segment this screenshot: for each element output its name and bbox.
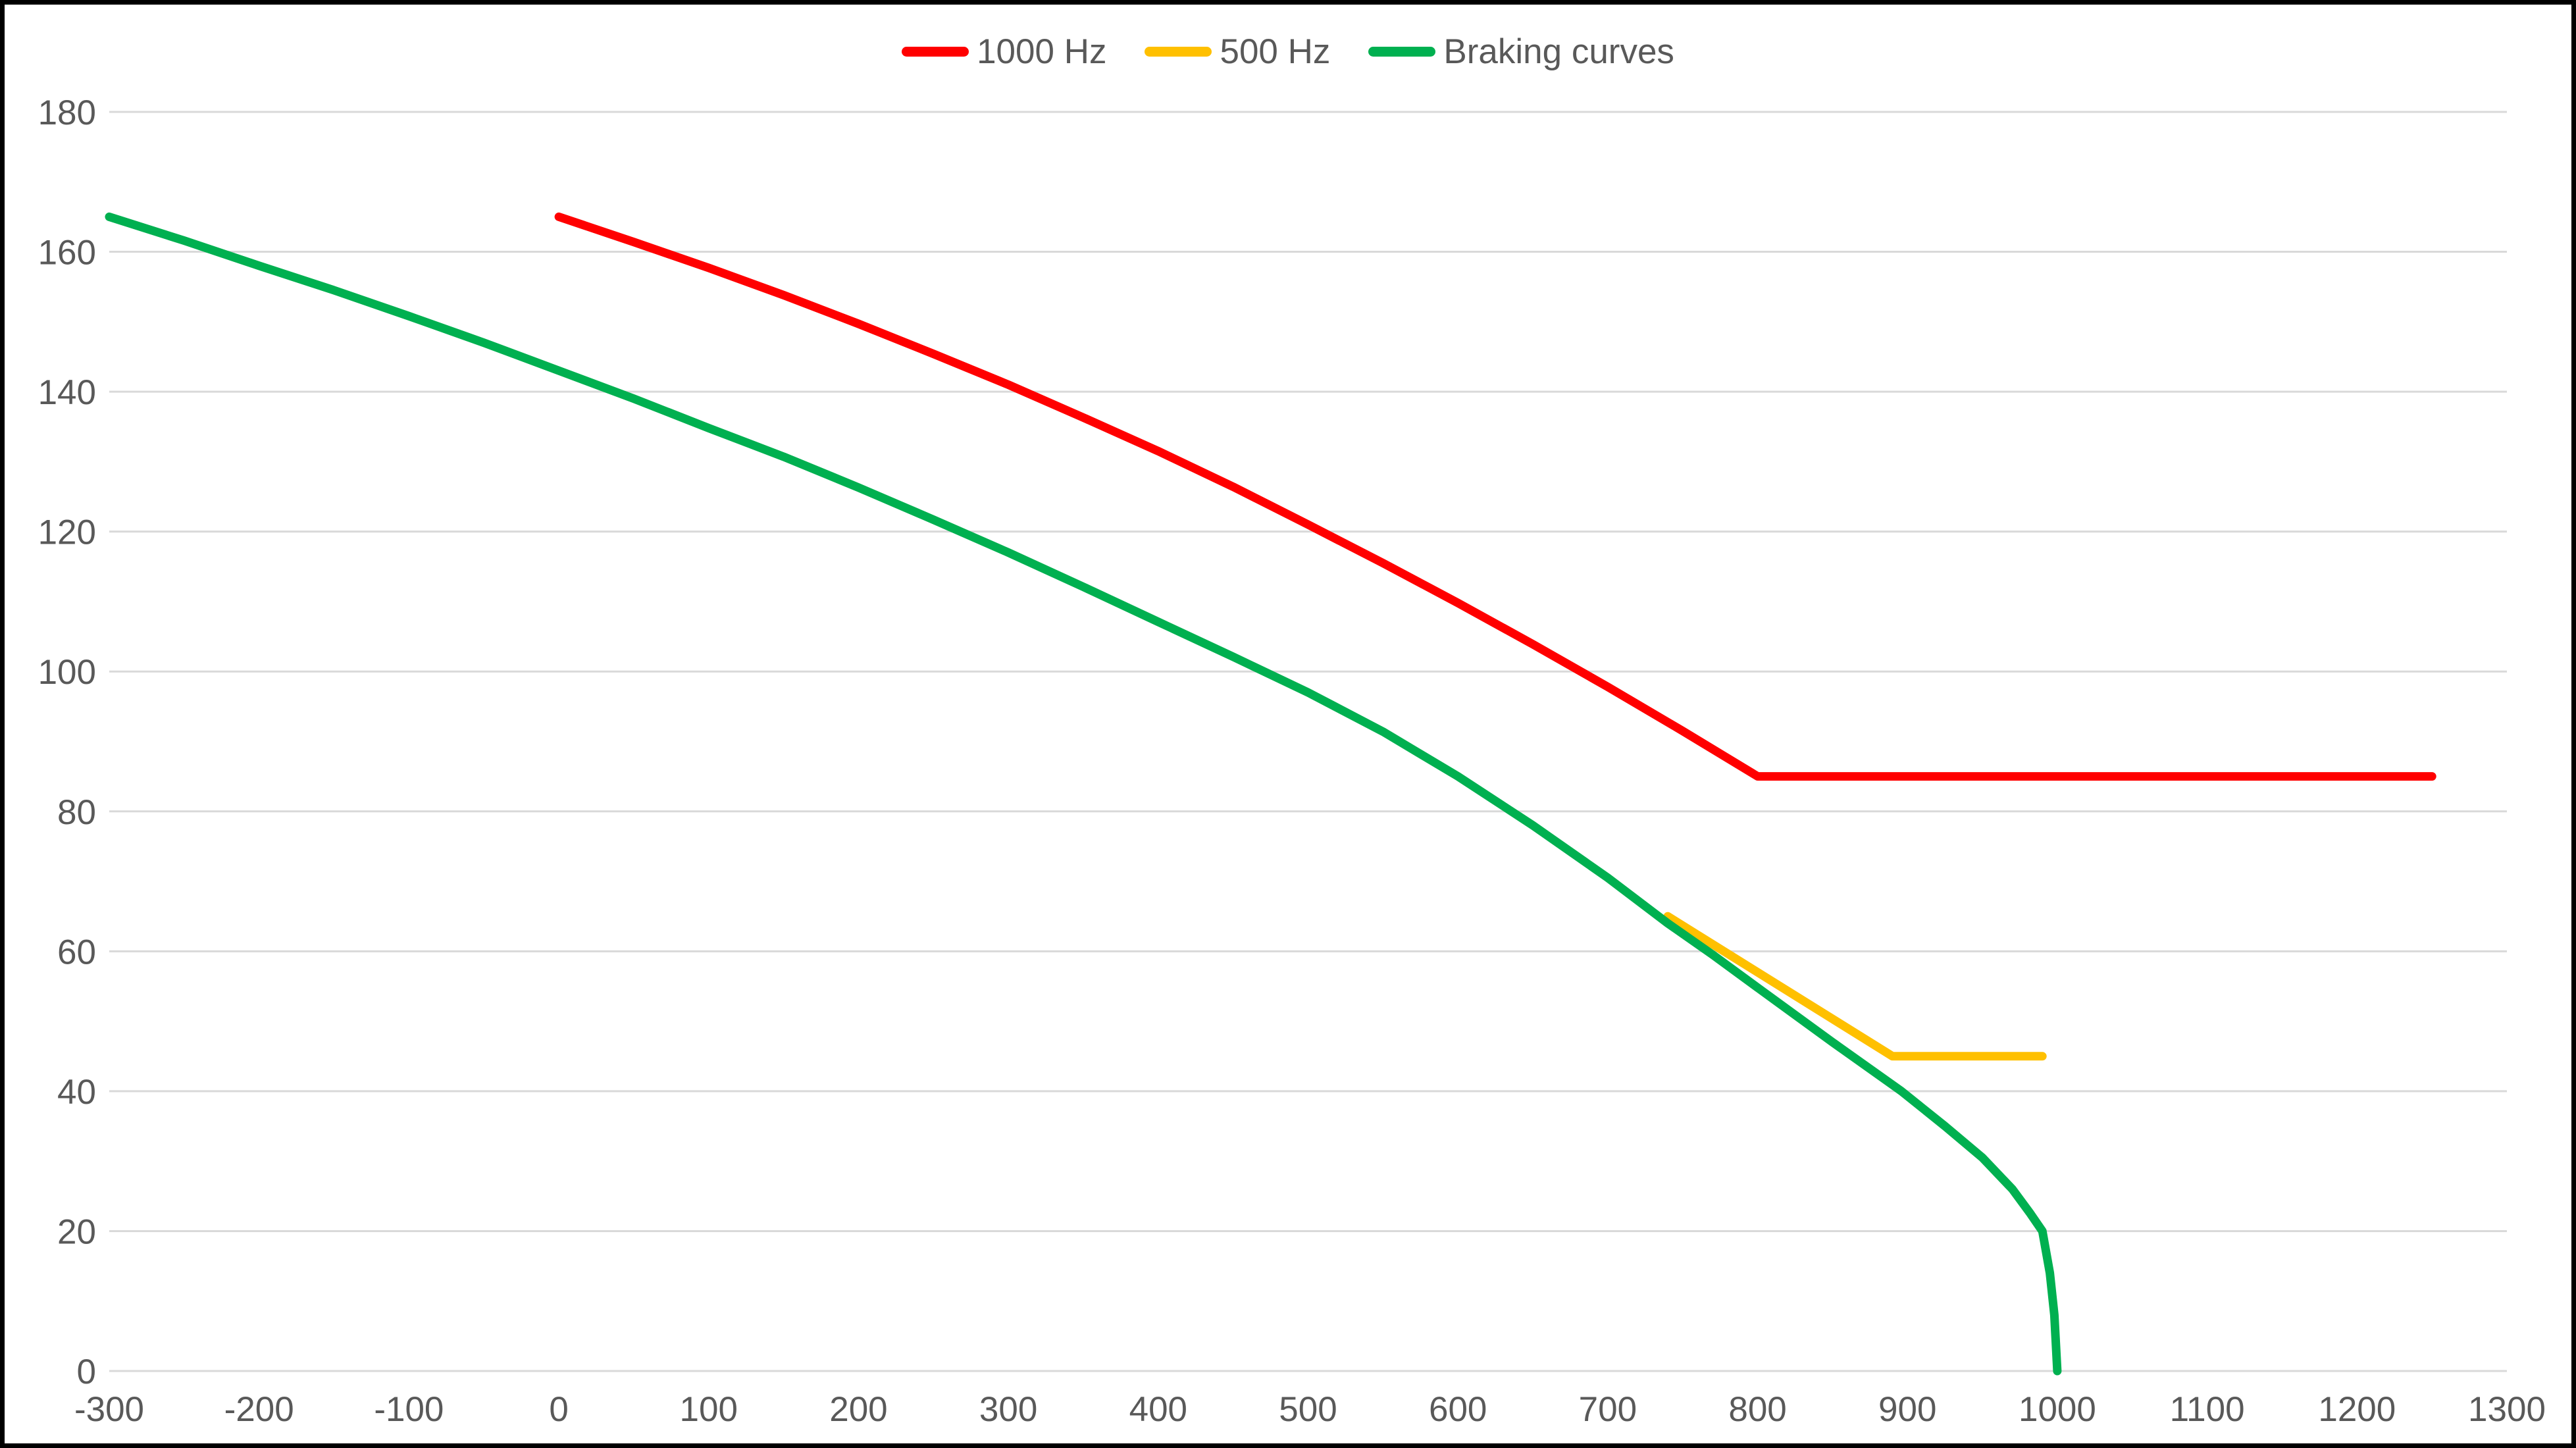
legend-swatch-500-hz-icon (1145, 46, 1212, 57)
x-tick-label: 100 (680, 1390, 738, 1429)
x-tick-label: 600 (1429, 1390, 1487, 1429)
x-tick-label: -300 (74, 1390, 144, 1429)
y-tick-label: 180 (38, 93, 96, 132)
y-tick-label: 60 (57, 933, 96, 971)
x-tick-label: 200 (829, 1390, 887, 1429)
x-tick-label: 1300 (2468, 1390, 2546, 1429)
x-tick-label: 500 (1279, 1390, 1337, 1429)
y-tick-label: 20 (57, 1212, 96, 1251)
x-tick-label: -100 (374, 1390, 444, 1429)
y-tick-label: 40 (57, 1073, 96, 1112)
y-tick-label: 100 (38, 653, 96, 692)
x-tick-label: -200 (224, 1390, 294, 1429)
x-tick-label: 1100 (2170, 1390, 2245, 1429)
x-tick-label: 1200 (2318, 1390, 2396, 1429)
x-tick-label: 300 (979, 1390, 1037, 1429)
series-line-1000-hz (554, 212, 2436, 781)
y-tick-label: 160 (38, 234, 96, 272)
x-tick-label: 800 (1728, 1390, 1786, 1429)
legend-label-500-hz: 500 Hz (1220, 32, 1331, 71)
chart-canvas: 0 20 40 60 80 100 120 140 160 180 -300 -200 -100 0 100… (38, 93, 2546, 1429)
legend: 1000 Hz 500 Hz Braking curves (5, 22, 2571, 81)
x-tick-label: 1000 (2019, 1390, 2096, 1429)
x-tick-label: 700 (1579, 1390, 1637, 1429)
legend-item-500-hz: 500 Hz (1145, 34, 1330, 69)
legend-item-1000-hz: 1000 Hz (902, 34, 1106, 69)
legend-swatch-braking-curves-icon (1368, 46, 1436, 57)
y-tick-label: 140 (38, 373, 96, 412)
y-tick-label: 120 (38, 513, 96, 552)
series-line-500-hz (1663, 912, 2047, 1061)
y-tick-label: 0 (77, 1353, 96, 1391)
x-tick-label: 900 (1878, 1390, 1936, 1429)
y-tick-label: 80 (57, 793, 96, 832)
x-tick-label: 400 (1129, 1390, 1187, 1429)
legend-label-1000-hz: 1000 Hz (977, 32, 1107, 71)
x-tick-label: 0 (549, 1390, 568, 1429)
legend-swatch-1000-hz-icon (902, 46, 969, 57)
series-line-braking-curves (105, 212, 2062, 1376)
legend-label-braking-curves: Braking curves (1443, 32, 1674, 71)
legend-item-braking-curves: Braking curves (1368, 34, 1674, 69)
